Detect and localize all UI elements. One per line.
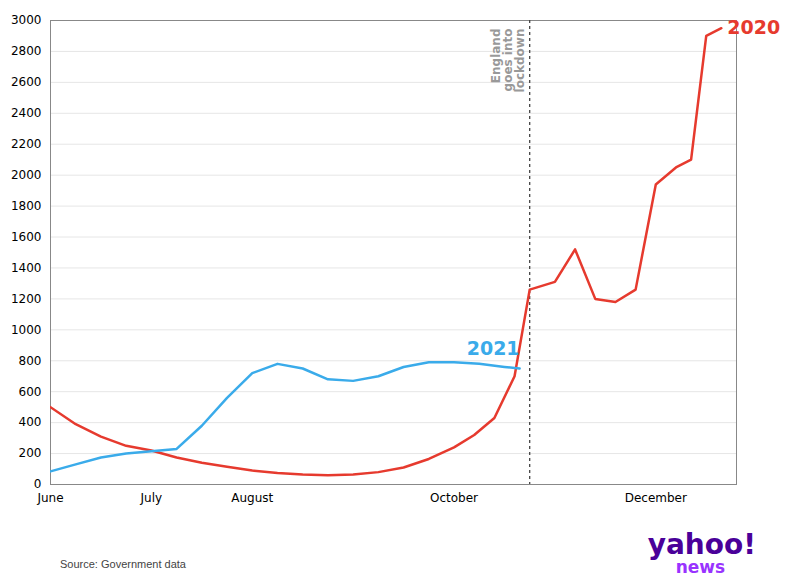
- svg-text:2020: 2020: [727, 16, 780, 38]
- svg-text:600: 600: [19, 385, 42, 399]
- svg-text:200: 200: [19, 446, 42, 460]
- svg-text:2800: 2800: [11, 44, 42, 58]
- svg-text:Englandgoes intolockdown: Englandgoes intolockdown: [489, 29, 527, 93]
- svg-text:1000: 1000: [11, 323, 42, 337]
- svg-text:1800: 1800: [11, 199, 42, 213]
- svg-text:1400: 1400: [11, 261, 42, 275]
- svg-text:3000: 3000: [11, 13, 42, 27]
- svg-text:2021: 2021: [467, 337, 520, 359]
- svg-text:800: 800: [19, 354, 42, 368]
- svg-text:December: December: [625, 491, 687, 505]
- html-text:Source: Government data: Source: Government data: [60, 558, 186, 570]
- html-text:news: news: [675, 557, 726, 576]
- svg-text:August: August: [231, 491, 273, 505]
- svg-text:July: July: [140, 491, 163, 505]
- svg-text:2000: 2000: [11, 168, 42, 182]
- svg-text:1200: 1200: [11, 292, 42, 306]
- svg-text:June: June: [36, 491, 63, 505]
- svg-text:October: October: [430, 491, 478, 505]
- svg-text:400: 400: [19, 415, 42, 429]
- svg-text:2400: 2400: [11, 106, 42, 120]
- svg-text:2600: 2600: [11, 75, 42, 89]
- svg-text:1600: 1600: [11, 230, 42, 244]
- svg-text:0: 0: [34, 477, 42, 491]
- html-text:yahoo!: yahoo!: [647, 528, 756, 561]
- svg-text:2200: 2200: [11, 137, 42, 151]
